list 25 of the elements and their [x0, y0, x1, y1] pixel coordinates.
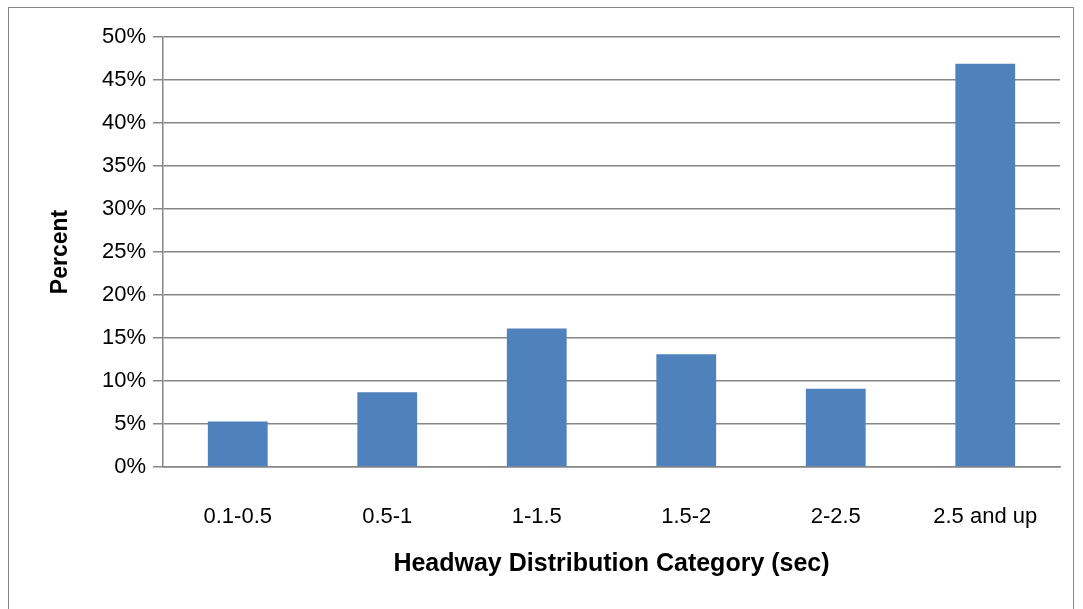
x-axis-title: Headway Distribution Category (sec): [393, 547, 830, 576]
x-tick-label: 1.5-2: [661, 503, 712, 529]
y-tick-label: 35%: [101, 152, 146, 178]
x-tick-label: 1-1.5: [511, 503, 562, 529]
y-tick-label: 5%: [114, 410, 146, 436]
x-tick-label: 2.5 and up: [933, 503, 1038, 529]
y-axis-title: Percent: [46, 209, 73, 295]
bar: [805, 388, 866, 467]
y-tick-label: 15%: [101, 324, 146, 350]
bar: [506, 328, 567, 467]
bar: [357, 392, 418, 467]
x-tick-label: 2-2.5: [810, 503, 861, 529]
y-tick-label: 40%: [101, 109, 146, 135]
x-tick-label: 0.5-1: [362, 503, 413, 529]
y-tick-label: 20%: [101, 281, 146, 307]
bar: [207, 421, 268, 467]
bar: [656, 354, 717, 467]
y-tick-label: 25%: [101, 238, 146, 264]
y-tick-label: 45%: [101, 66, 146, 92]
bar: [955, 63, 1016, 467]
y-tick-label: 30%: [101, 195, 146, 221]
y-tick-label: 10%: [101, 367, 146, 393]
y-tick-label: 0%: [114, 453, 146, 479]
y-tick-label: 50%: [101, 23, 146, 49]
x-tick-label: 0.1-0.5: [203, 503, 272, 529]
